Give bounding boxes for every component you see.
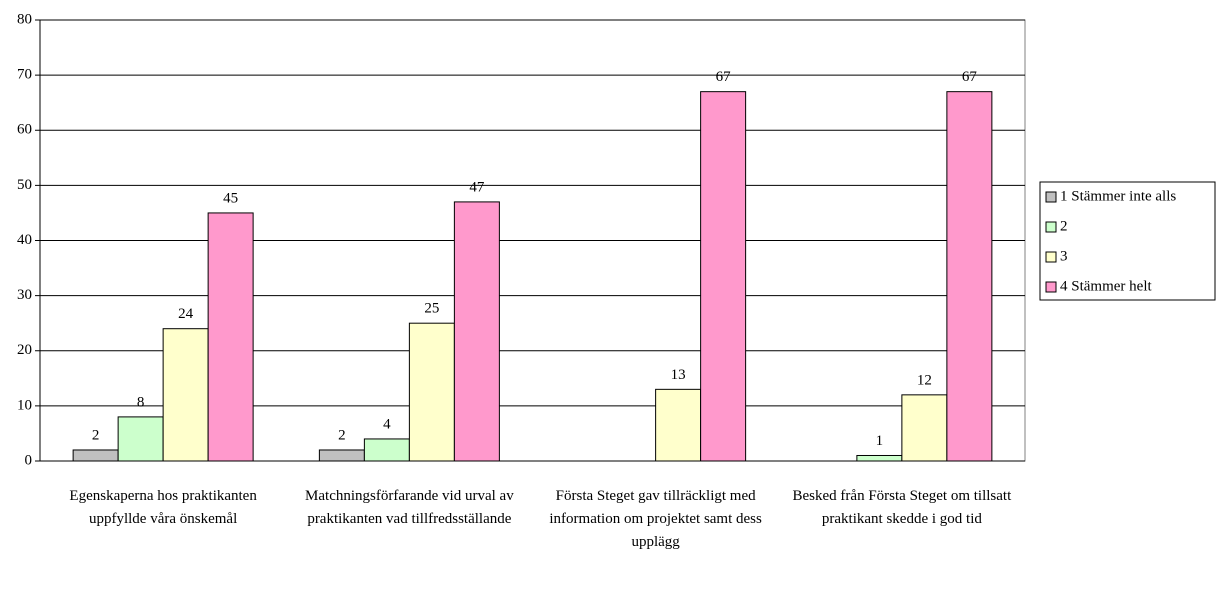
y-tick-label: 70 — [17, 67, 32, 83]
data-label: 8 — [137, 394, 145, 410]
data-label: 25 — [424, 301, 439, 317]
y-tick-label: 30 — [17, 287, 32, 303]
legend-label: 4 Stämmer helt — [1060, 278, 1152, 294]
data-label: 45 — [223, 190, 238, 206]
bar — [162, 328, 209, 462]
data-label: 4 — [383, 416, 391, 432]
bar — [72, 449, 119, 462]
data-label: 12 — [917, 372, 932, 388]
y-tick-label: 20 — [17, 342, 32, 358]
x-tick-label: Matchningsförfarande vid urval av praktik… — [305, 488, 514, 527]
legend-label: 1 Stämmer inte alls — [1060, 188, 1176, 204]
bar — [363, 438, 410, 462]
data-label: 67 — [962, 69, 978, 85]
bar — [207, 212, 254, 462]
x-tick-label-line: Första Steget gav tillräckligt med — [556, 488, 756, 504]
x-tick-label-line: praktikant skedde i god tid — [822, 511, 982, 527]
data-label: 13 — [671, 367, 686, 383]
bar — [946, 91, 993, 462]
y-tick-label: 50 — [17, 177, 32, 193]
y-tick-label: 40 — [17, 232, 32, 248]
data-label: 1 — [876, 433, 884, 449]
legend-swatch — [1045, 191, 1057, 203]
bar — [856, 454, 903, 462]
x-tick-label-line: praktikanten vad tillfredsställande — [307, 511, 511, 527]
x-tick-label-line: information om projektet samt dess — [549, 511, 762, 527]
bar — [655, 388, 702, 462]
x-tick-label: Första Steget gav tillräckligt med inform… — [549, 488, 762, 550]
data-label: 24 — [178, 306, 194, 322]
x-tick-label-line: Besked från Första Steget om tillsatt — [793, 488, 1013, 504]
legend-swatch — [1045, 221, 1057, 233]
legend-swatch — [1045, 251, 1057, 263]
legend-box — [1039, 181, 1216, 301]
y-tick-label: 80 — [17, 11, 32, 27]
legend-label: 2 — [1060, 218, 1068, 234]
y-tick-label: 10 — [17, 397, 32, 413]
x-tick-label-line: Egenskaperna hos praktikanten — [69, 488, 257, 504]
bar — [408, 322, 455, 462]
data-label: 67 — [716, 69, 732, 85]
bar — [901, 394, 948, 462]
y-tick-label: 0 — [25, 452, 33, 468]
legend-label: 3 — [1060, 248, 1068, 264]
bar — [117, 416, 164, 462]
y-tick-label: 60 — [17, 122, 32, 138]
data-label: 47 — [469, 179, 485, 195]
legend-swatch — [1045, 281, 1057, 293]
bar — [318, 449, 365, 462]
x-tick-label: Egenskaperna hos praktikanten uppfyllde v… — [69, 488, 257, 527]
x-tick-label-line: upplägg — [631, 534, 680, 550]
bar — [700, 91, 747, 462]
x-tick-label-line: Matchningsförfarande vid urval av — [305, 488, 514, 504]
x-tick-label-line: uppfyllde våra önskemål — [89, 511, 237, 527]
data-label: 2 — [338, 427, 346, 443]
data-label: 2 — [92, 427, 100, 443]
bar — [453, 201, 500, 462]
x-tick-label: Besked från Första Steget om tillsatt pra… — [793, 488, 1013, 527]
